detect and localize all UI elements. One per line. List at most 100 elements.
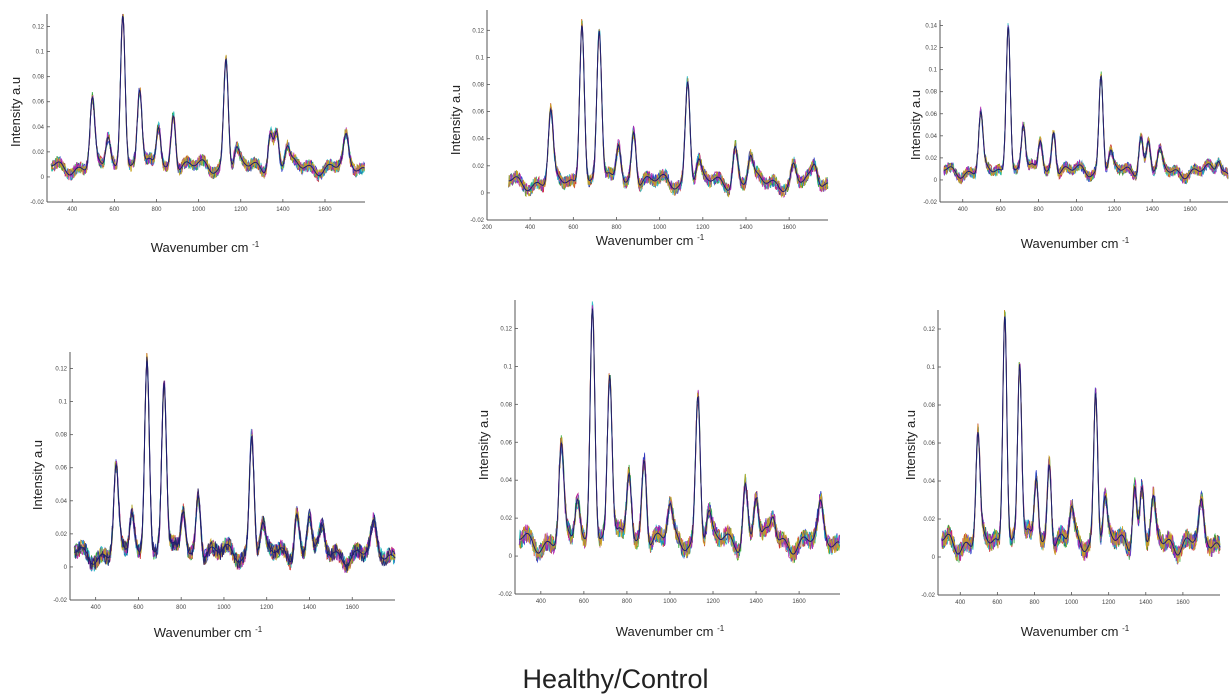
y-tick-label: 0.1 (59, 400, 68, 406)
spectrum-mean (51, 15, 365, 177)
y-tick-label: -0.02 (498, 592, 512, 598)
x-tick-label: 1000 (653, 225, 667, 231)
chart-panel-6: -0.02 0 0.02 0.04 0.06 0.08 0.1 0.12 400 600 800 10… (903, 309, 1221, 639)
x-axis-label: Wavenumber cm -1 (1021, 236, 1130, 251)
x-tick-label: 600 (996, 207, 1007, 213)
x-tick-label: 200 (482, 225, 493, 231)
y-tick-label: 0.12 (925, 46, 937, 52)
x-axis-label-superscript: -1 (1122, 236, 1130, 245)
x-tick-label: 1400 (276, 207, 290, 213)
x-axis-label-superscript: -1 (255, 625, 263, 634)
x-tick-label: 600 (992, 600, 1003, 606)
x-tick-label: 600 (568, 225, 579, 231)
x-tick-label: 600 (109, 207, 120, 213)
x-tick-label: 400 (91, 605, 102, 611)
y-tick-label: 0.04 (923, 479, 935, 485)
x-tick-label: 800 (1029, 600, 1040, 606)
x-tick-label: 600 (133, 605, 144, 611)
y-tick-label: 0.1 (504, 364, 513, 370)
y-tick-label: 0.08 (472, 83, 484, 89)
y-tick-label: 0.1 (929, 68, 938, 74)
y-tick-label: 0 (41, 175, 45, 181)
spectrum-mean (943, 27, 1229, 180)
spectrum-series-6 (518, 309, 840, 564)
figure-caption: Healthy/Control (522, 664, 709, 694)
y-tick-label: -0.02 (470, 218, 484, 224)
y-tick-label: 0.04 (32, 125, 44, 131)
y-tick-label: 0.08 (32, 75, 44, 81)
x-tick-label: 1400 (1146, 207, 1160, 213)
x-tick-label: 1400 (1139, 600, 1153, 606)
y-tick-label: 0.12 (32, 25, 44, 31)
x-axis-label: Wavenumber cm -1 (151, 240, 260, 255)
spectrum-mean (74, 360, 396, 566)
y-tick-label: 0.06 (925, 112, 937, 118)
x-tick-label: 800 (611, 225, 622, 231)
chart-panel-5: -0.02 0 0.02 0.04 0.06 0.08 0.1 0.12 400 600 800 10… (476, 300, 840, 639)
spectrum-series-6 (50, 13, 365, 180)
y-tick-label: 0.12 (472, 28, 484, 34)
y-axis-label: Intensity a.u (448, 85, 463, 155)
x-axis-label-superscript: -1 (717, 624, 725, 633)
y-tick-label: 0.12 (55, 367, 67, 373)
x-tick-label: 400 (536, 599, 547, 605)
y-tick-label: 0.08 (925, 90, 937, 96)
y-tick-label: 0.04 (500, 478, 512, 484)
x-tick-label: 1600 (346, 605, 360, 611)
x-tick-label: 800 (152, 207, 163, 213)
x-tick-label: 600 (579, 599, 590, 605)
y-tick-label: 0 (509, 554, 513, 560)
chart-panel-4: -0.02 0 0.02 0.04 0.06 0.08 0.1 0.12 400 600 800 10… (30, 352, 396, 640)
y-tick-label: 0 (481, 191, 485, 197)
x-tick-label: 1600 (1176, 600, 1190, 606)
x-tick-label: 1200 (706, 599, 720, 605)
y-tick-label: -0.02 (53, 598, 67, 604)
y-tick-label: 0.06 (500, 440, 512, 446)
x-tick-label: 400 (525, 225, 536, 231)
x-tick-label: 800 (622, 599, 633, 605)
x-tick-label: 1600 (1183, 207, 1197, 213)
x-tick-label: 1000 (1065, 600, 1079, 606)
y-tick-label: 0.14 (925, 24, 937, 30)
x-tick-label: 400 (958, 207, 969, 213)
y-tick-label: 0.02 (500, 516, 512, 522)
y-tick-label: 0.06 (923, 441, 935, 447)
x-tick-label: 1000 (217, 605, 231, 611)
y-tick-label: 0.12 (923, 327, 935, 333)
x-axis-label-superscript: -1 (1122, 624, 1130, 633)
spectrum-mean (519, 308, 840, 555)
y-tick-label: 0.08 (923, 403, 935, 409)
y-tick-label: 0.04 (472, 137, 484, 143)
x-tick-label: 1000 (1070, 207, 1084, 213)
y-axis-label: Intensity a.u (8, 77, 23, 147)
y-tick-label: 0.04 (925, 134, 937, 140)
y-tick-label: 0.06 (32, 100, 44, 106)
y-tick-label: 0.02 (472, 164, 484, 170)
x-tick-label: 400 (955, 600, 966, 606)
x-tick-label: 1200 (260, 605, 274, 611)
x-axis-label: Wavenumber cm -1 (596, 233, 705, 248)
x-tick-label: 1200 (1108, 207, 1122, 213)
x-tick-label: 1600 (792, 599, 806, 605)
x-axis-label-superscript: -1 (252, 240, 260, 249)
chart-panel-1: -0.02 0 0.02 0.04 0.06 0.08 0.1 0.12 400 600 800 10… (8, 13, 365, 255)
spectrum-series-7 (73, 356, 396, 573)
y-tick-label: 0.04 (55, 499, 67, 505)
chart-panel-2: -0.02 0 0.02 0.04 0.06 0.08 0.1 0.12 200 400 600 80… (448, 10, 829, 248)
x-axis-label-superscript: -1 (697, 233, 705, 242)
spectrum-series-6 (508, 19, 829, 198)
y-tick-label: 0.08 (500, 402, 512, 408)
spectrum-series-6 (943, 27, 1229, 185)
y-tick-label: -0.02 (923, 200, 937, 206)
x-tick-label: 1000 (192, 207, 206, 213)
spectrum-mean (941, 316, 1221, 556)
x-tick-label: 1400 (749, 599, 763, 605)
x-tick-label: 1200 (234, 207, 248, 213)
spectrum-mean (508, 25, 828, 193)
y-tick-label: 0.12 (500, 326, 512, 332)
x-tick-label: 1000 (663, 599, 677, 605)
x-axis-label: Wavenumber cm -1 (154, 625, 263, 640)
y-tick-label: 0.02 (55, 532, 67, 538)
y-tick-label: 0 (934, 178, 938, 184)
y-axis-label: Intensity a.u (30, 440, 45, 510)
